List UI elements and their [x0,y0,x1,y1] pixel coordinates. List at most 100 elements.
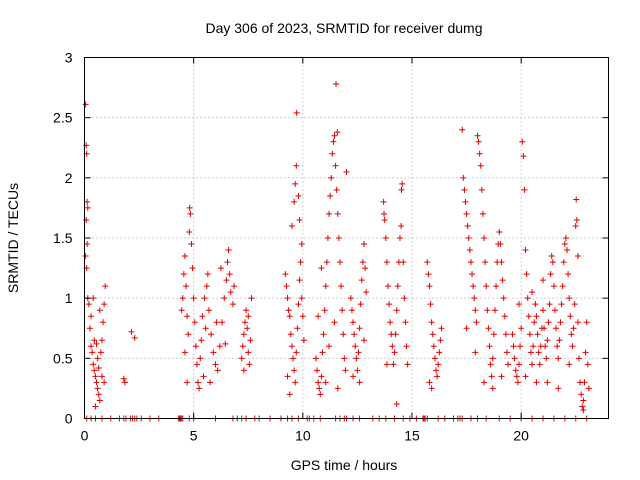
data-point [91,367,98,374]
data-points [82,80,592,414]
data-point [91,337,98,344]
data-point [530,343,537,350]
data-point [350,373,357,380]
data-point [505,361,512,368]
data-point [382,235,389,241]
data-point [354,367,361,374]
data-point [503,349,510,356]
data-point [120,375,127,382]
data-point [98,337,105,344]
data-point [96,397,103,404]
data-point [84,198,91,205]
data-point [245,349,252,356]
data-point [82,101,89,108]
data-point [547,271,554,278]
data-point [475,138,482,145]
data-point [580,407,587,414]
data-point [525,313,532,320]
data-point [210,349,217,356]
data-point [200,373,207,380]
data-point [398,222,405,229]
data-point [195,379,202,386]
data-point [203,283,210,290]
data-point [583,319,590,326]
data-point [536,361,543,368]
data-point [403,343,410,350]
data-point [483,283,490,290]
data-point [343,168,350,175]
data-point [394,283,401,290]
data-point [533,379,540,386]
data-point [94,355,101,362]
y-tick-label: 0.5 [53,350,73,366]
y-tick-label: 1.5 [53,230,73,246]
data-point [298,295,305,302]
data-point [434,373,441,380]
data-point [350,319,357,326]
data-point [293,162,300,169]
data-point [356,325,363,332]
x-tick-label: 15 [404,428,420,444]
data-point [199,313,206,320]
data-point [327,192,334,199]
data-point [402,319,409,326]
data-point [534,331,541,338]
data-point [488,373,495,380]
data-point [293,109,300,116]
data-point [217,265,224,272]
data-point [178,307,185,314]
data-point [204,271,211,278]
data-point [284,373,291,380]
data-point [282,271,289,278]
data-point [554,343,561,350]
data-point [474,132,481,139]
data-point [359,259,366,266]
data-point [222,340,229,347]
data-point [355,349,362,356]
data-point [319,349,326,356]
data-point [437,337,444,344]
data-point [121,379,128,386]
data-point [436,349,443,356]
data-point [548,253,555,260]
data-point [383,259,390,266]
data-point [573,196,580,203]
data-point [287,331,294,338]
data-point [326,343,333,350]
data-point [524,295,531,302]
data-point [560,259,567,266]
data-point [331,132,338,139]
y-tick-label: 0 [65,411,73,427]
data-point [486,343,493,350]
data-point [216,343,223,350]
data-point [186,228,193,235]
data-point [493,283,500,290]
data-point [540,277,546,284]
data-point [321,307,328,314]
data-point [564,247,571,254]
data-point [326,210,333,217]
data-point [89,349,96,356]
data-point [297,259,304,266]
data-point [318,373,325,380]
data-point [476,150,483,157]
data-point [213,319,220,326]
data-point [521,186,528,193]
data-point [85,301,92,308]
data-point [567,313,574,320]
data-point [356,379,363,386]
data-point [565,271,572,278]
data-point [541,325,548,332]
data-point [207,379,214,386]
data-point [312,355,319,362]
data-point [181,253,188,260]
data-point [570,325,577,332]
data-point [398,186,405,193]
y-axis-ticks: 0 0.5 1 1.5 2 2.5 3 [53,50,609,427]
data-point [227,289,234,296]
data-point [574,253,581,260]
data-point [317,391,324,398]
data-point [553,325,560,332]
data-point [191,319,198,326]
data-point [464,222,471,229]
